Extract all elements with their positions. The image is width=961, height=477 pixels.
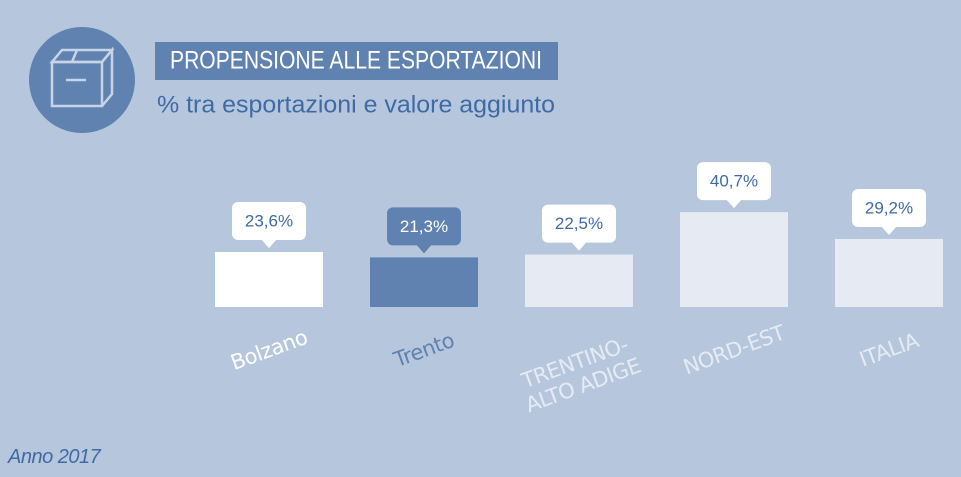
value-label: 21,3% <box>400 217 448 236</box>
value-label: 29,2% <box>865 198 913 217</box>
title-band <box>155 42 558 80</box>
box-icon <box>49 46 115 108</box>
callout <box>232 202 306 241</box>
bar <box>525 254 633 307</box>
callout-pointer <box>571 241 587 251</box>
bar <box>215 252 323 307</box>
callout <box>387 207 461 246</box>
note: Anno 2017 <box>8 446 101 468</box>
bar <box>680 212 788 307</box>
callout <box>697 162 771 201</box>
value-label: 22,5% <box>555 214 603 233</box>
callout-pointer <box>416 244 432 254</box>
bar <box>835 238 943 307</box>
value-label: 23,6% <box>245 211 293 230</box>
chart-title: PROPENSIONE ALLE ESPORTAZIONI <box>170 47 542 75</box>
value-label: 40,7% <box>710 172 758 191</box>
callout <box>542 204 616 243</box>
callout-pointer <box>726 199 742 209</box>
callout-pointer <box>881 225 897 235</box>
callout <box>852 188 926 227</box>
bar <box>370 257 478 307</box>
chart-subtitle: % tra esportazioni e valore aggiunto <box>157 91 555 118</box>
callout-pointer <box>261 239 277 249</box>
